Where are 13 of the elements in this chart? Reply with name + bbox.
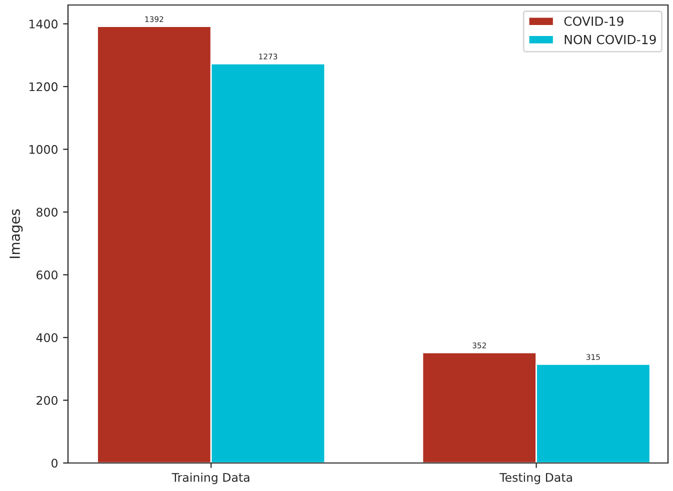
y-tick-label: 200 [36,396,58,405]
y-tick-label: 0 [52,458,58,468]
y-tick-label: 1400 [30,20,58,28]
x-tick-label: Training Data [172,472,250,484]
y-tick-label: 1000 [30,145,58,154]
y-tick-label: 400 [36,333,58,342]
y-axis-title: Images [10,209,23,258]
y-tick-label: 1200 [30,82,58,92]
legend-label: NON COVID-19 [564,34,656,44]
y-tick-label: 600 [36,270,58,280]
y-tick-label: 800 [36,208,58,217]
x-tick-label: Testing Data [500,472,572,484]
legend-label: COVID-19 [564,16,624,26]
